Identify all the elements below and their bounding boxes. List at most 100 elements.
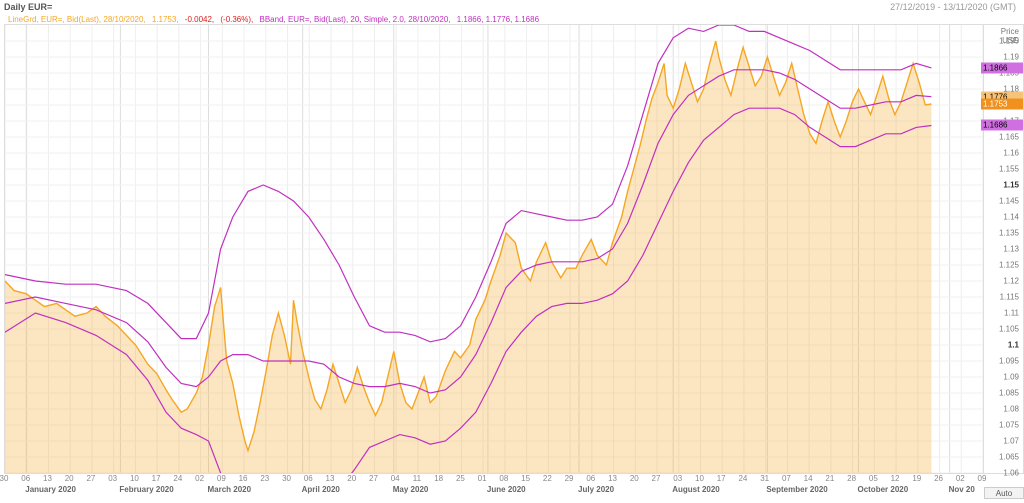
x-axis: 3006132027031017240209162330061320270411… xyxy=(4,474,984,499)
x-month-label: February 2020 xyxy=(119,485,173,494)
y-tick: 1.19 xyxy=(1003,53,1019,62)
x-tick: 29 xyxy=(565,474,574,483)
x-tick: 13 xyxy=(608,474,617,483)
x-tick: 18 xyxy=(434,474,443,483)
y-axis: PriceUSD 1.1951.191.1851.181.1751.171.16… xyxy=(984,24,1024,474)
auto-scale-button[interactable]: Auto xyxy=(984,487,1024,499)
x-tick: 24 xyxy=(173,474,182,483)
x-month-label: May 2020 xyxy=(393,485,429,494)
x-tick: 16 xyxy=(239,474,248,483)
x-tick: 09 xyxy=(217,474,226,483)
x-tick: 08 xyxy=(499,474,508,483)
y-tick: 1.15 xyxy=(1003,181,1019,190)
chart-date-range: 27/12/2019 - 13/11/2020 (GMT) xyxy=(890,2,1016,13)
legend-fragment: -0.0042, xyxy=(185,15,217,24)
x-tick: 20 xyxy=(347,474,356,483)
x-tick: 30 xyxy=(282,474,291,483)
x-tick: 04 xyxy=(391,474,400,483)
x-tick: 06 xyxy=(21,474,30,483)
x-tick: 06 xyxy=(304,474,313,483)
x-tick: 15 xyxy=(521,474,530,483)
y-tick: 1.195 xyxy=(999,37,1019,46)
x-tick: 05 xyxy=(869,474,878,483)
x-tick: 09 xyxy=(978,474,987,483)
y-tick: 1.08 xyxy=(1003,405,1019,414)
x-month-label: July 2020 xyxy=(578,485,614,494)
y-tick: 1.14 xyxy=(1003,213,1019,222)
y-tick: 1.07 xyxy=(1003,437,1019,446)
x-month-label: Nov 20 xyxy=(949,485,975,494)
y-tick: 1.165 xyxy=(999,133,1019,142)
y-tick: 1.105 xyxy=(999,325,1019,334)
legend-fragment: LineGrd, EUR=, Bid(Last), 28/10/2020, xyxy=(8,15,148,24)
x-tick: 23 xyxy=(260,474,269,483)
y-tick: 1.125 xyxy=(999,261,1019,270)
x-tick: 03 xyxy=(673,474,682,483)
x-tick: 12 xyxy=(891,474,900,483)
chart-legend: LineGrd, EUR=, Bid(Last), 28/10/2020, 1.… xyxy=(8,14,543,25)
y-tick: 1.095 xyxy=(999,357,1019,366)
x-tick: 17 xyxy=(152,474,161,483)
y-tick: 1.09 xyxy=(1003,373,1019,382)
y-tick: 1.145 xyxy=(999,197,1019,206)
x-tick: 02 xyxy=(956,474,965,483)
x-tick: 17 xyxy=(717,474,726,483)
y-tick: 1.11 xyxy=(1004,309,1019,318)
chart-plot-area[interactable] xyxy=(4,24,984,474)
x-month-label: March 2020 xyxy=(207,485,251,494)
x-month-label: October 2020 xyxy=(857,485,908,494)
price-marker: 1.1686 xyxy=(981,120,1023,131)
x-tick: 13 xyxy=(326,474,335,483)
x-month-label: June 2020 xyxy=(487,485,526,494)
y-tick: 1.115 xyxy=(1000,293,1019,302)
chart-container: Daily EUR= 27/12/2019 - 13/11/2020 (GMT)… xyxy=(0,0,1024,503)
x-tick: 27 xyxy=(369,474,378,483)
x-tick: 20 xyxy=(65,474,74,483)
legend-fragment: BBand, EUR=, Bid(Last), 20, Simple, 2.0,… xyxy=(259,15,452,24)
x-month-label: September 2020 xyxy=(766,485,827,494)
chart-title: Daily EUR= xyxy=(4,2,52,12)
price-area xyxy=(5,41,931,473)
x-tick: 24 xyxy=(738,474,747,483)
y-tick: 1.155 xyxy=(999,165,1019,174)
x-tick: 02 xyxy=(195,474,204,483)
price-marker: 1.1753 xyxy=(981,99,1023,110)
x-tick: 07 xyxy=(782,474,791,483)
y-tick: 1.085 xyxy=(999,389,1019,398)
y-tick: 1.06 xyxy=(1003,469,1019,478)
x-month-label: April 2020 xyxy=(302,485,340,494)
y-tick: 1.135 xyxy=(999,229,1019,238)
chart-svg xyxy=(5,25,983,473)
x-tick: 31 xyxy=(760,474,769,483)
x-tick: 10 xyxy=(695,474,704,483)
x-tick: 19 xyxy=(912,474,921,483)
legend-fragment: 1.1753, xyxy=(152,15,181,24)
x-tick: 14 xyxy=(804,474,813,483)
x-tick: 30 xyxy=(0,474,8,483)
price-marker: 1.1866 xyxy=(981,62,1023,73)
x-tick: 06 xyxy=(586,474,595,483)
x-month-label: January 2020 xyxy=(25,485,76,494)
legend-fragment: (-0.36%), xyxy=(220,15,255,24)
x-tick: 26 xyxy=(934,474,943,483)
x-tick: 21 xyxy=(825,474,834,483)
x-tick: 25 xyxy=(456,474,465,483)
x-tick: 22 xyxy=(543,474,552,483)
x-tick: 20 xyxy=(630,474,639,483)
y-tick: 1.13 xyxy=(1003,245,1019,254)
x-tick: 03 xyxy=(108,474,117,483)
x-tick: 27 xyxy=(652,474,661,483)
legend-fragment: 1.1866, 1.1776, 1.1686 xyxy=(457,15,539,24)
x-tick: 11 xyxy=(413,474,421,483)
y-tick: 1.065 xyxy=(999,453,1019,462)
y-tick: 1.16 xyxy=(1003,149,1019,158)
y-tick: 1.12 xyxy=(1003,277,1019,286)
chart-header: Daily EUR= 27/12/2019 - 13/11/2020 (GMT)… xyxy=(4,2,1020,24)
x-tick: 01 xyxy=(478,474,487,483)
y-tick: 1.1 xyxy=(1008,341,1019,350)
y-tick: 1.075 xyxy=(999,421,1019,430)
x-month-label: August 2020 xyxy=(672,485,720,494)
x-tick: 10 xyxy=(130,474,139,483)
x-tick: 13 xyxy=(43,474,52,483)
x-tick: 27 xyxy=(86,474,95,483)
